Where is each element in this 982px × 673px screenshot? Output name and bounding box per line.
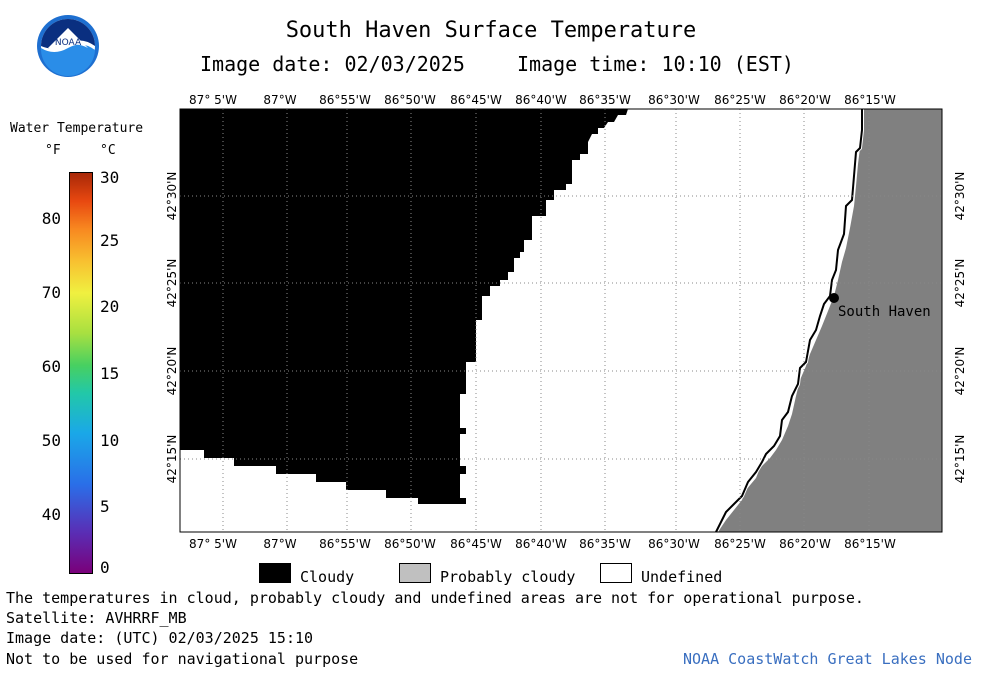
- key-undefined-label: Undefined: [641, 568, 723, 586]
- c-tick: 5: [100, 497, 110, 516]
- c-tick: 10: [100, 431, 120, 450]
- lon-label-top: 86°55'W: [319, 93, 371, 107]
- lon-label-top: 86°50'W: [384, 93, 436, 107]
- c-tick: 0: [100, 558, 110, 577]
- unit-fahrenheit: °F: [45, 143, 61, 158]
- c-tick: 20: [100, 297, 120, 316]
- lon-label-bottom: 87° 5'W: [189, 537, 237, 551]
- lon-label-bottom: 86°20'W: [779, 537, 831, 551]
- key-cloudy-label: Cloudy: [300, 568, 355, 586]
- note-navigation: Not to be used for navigational purpose: [6, 650, 359, 668]
- coastline: [715, 109, 863, 533]
- map-panel: South Haven 87° 5'W 87°W 86°55'W 86°50'W…: [165, 93, 967, 551]
- c-tick: 30: [100, 168, 120, 187]
- lon-label-bottom: 86°45'W: [450, 537, 502, 551]
- lat-label-right: 42°20'N: [953, 347, 967, 396]
- lon-label-bottom: 87°W: [263, 537, 296, 551]
- lon-label-bottom: 86°50'W: [384, 537, 436, 551]
- key-probably-cloudy-label: Probably cloudy: [440, 568, 576, 586]
- note-operational: The temperatures in cloud, probably clou…: [6, 589, 864, 607]
- map-frame: [179, 108, 943, 533]
- lon-label-bottom: 86°35'W: [579, 537, 631, 551]
- lon-label-top: 86°25'W: [714, 93, 766, 107]
- key-probably-cloudy-swatch: [399, 563, 431, 583]
- lat-label-left: 42°20'N: [165, 347, 179, 396]
- c-tick: 15: [100, 364, 120, 383]
- lon-label-top: 86°15'W: [844, 93, 896, 107]
- lon-label-top: 86°30'W: [648, 93, 700, 107]
- location-marker-icon: [829, 293, 839, 303]
- lon-label-bottom: 86°15'W: [844, 537, 896, 551]
- legend-title: Water Temperature: [10, 121, 144, 136]
- lon-label-top: 86°40'W: [515, 93, 567, 107]
- lat-label-left: 42°15'N: [165, 435, 179, 484]
- lon-label-top: 86°35'W: [579, 93, 631, 107]
- lon-label-top: 87° 5'W: [189, 93, 237, 107]
- lon-label-bottom: 86°25'W: [714, 537, 766, 551]
- place-label: South Haven: [838, 304, 931, 320]
- cloud-area: [180, 109, 628, 504]
- lon-label-bottom: 86°40'W: [515, 537, 567, 551]
- lat-label-left: 42°25'N: [165, 259, 179, 308]
- logo-text: NOAA: [55, 38, 82, 48]
- credit-link[interactable]: NOAA CoastWatch Great Lakes Node: [683, 650, 972, 668]
- note-utc-date: Image date: (UTC) 02/03/2025 15:10: [6, 629, 314, 647]
- f-tick: 50: [41, 431, 61, 450]
- key-undefined-swatch: [600, 563, 632, 583]
- lon-label-top: 86°45'W: [450, 93, 502, 107]
- lat-label-left: 42°30'N: [165, 172, 179, 221]
- noaa-logo: NOAA: [37, 15, 99, 77]
- unit-celsius: °C: [100, 143, 116, 158]
- note-satellite: Satellite: AVHRRF_MB: [6, 609, 187, 627]
- lon-label-bottom: 86°55'W: [319, 537, 371, 551]
- temperature-color-scale: [69, 172, 93, 574]
- f-tick: 60: [41, 357, 61, 376]
- lat-label-right: 42°15'N: [953, 435, 967, 484]
- c-tick: 25: [100, 231, 120, 250]
- key-cloudy-swatch: [259, 563, 291, 583]
- f-tick: 40: [41, 505, 61, 524]
- lon-label-top: 86°20'W: [779, 93, 831, 107]
- page-title: South Haven Surface Temperature: [285, 18, 697, 43]
- lat-label-right: 42°30'N: [953, 172, 967, 221]
- land-area: [718, 109, 942, 532]
- lon-label-top: 87°W: [263, 93, 296, 107]
- image-time: Image time: 10:10 (EST): [517, 52, 794, 76]
- f-tick: 80: [41, 209, 61, 228]
- lat-label-right: 42°25'N: [953, 259, 967, 308]
- image-date: Image date: 02/03/2025: [200, 52, 465, 76]
- graticule: [180, 109, 942, 532]
- f-tick: 70: [41, 283, 61, 302]
- lon-label-bottom: 86°30'W: [648, 537, 700, 551]
